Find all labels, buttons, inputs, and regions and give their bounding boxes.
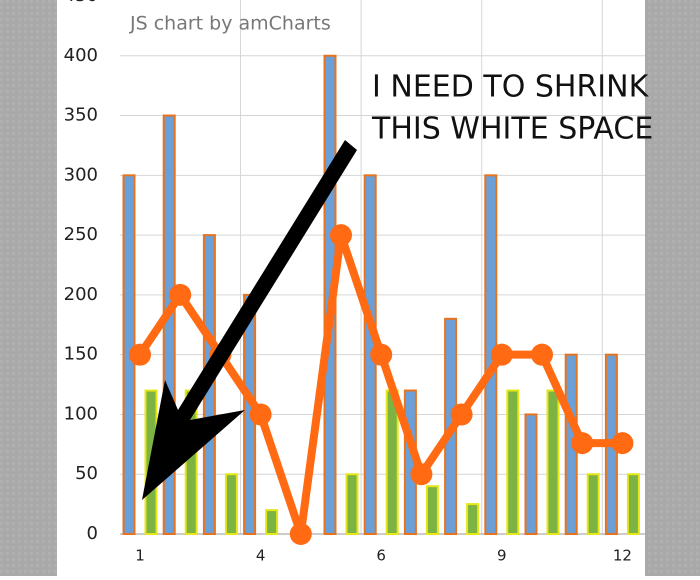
line-marker [450, 403, 473, 426]
annotation: I NEED TO SHRINK [372, 70, 650, 105]
line-marker [129, 343, 151, 366]
x-tick-label: 9 [497, 547, 507, 565]
y-tick-label: 200 [64, 284, 98, 305]
y-tick-label: 350 [64, 105, 98, 126]
bar [506, 389, 520, 535]
bar [626, 473, 640, 536]
credit: JS chart by amCharts [129, 13, 331, 35]
annotation: THIS WHITE SPACE [371, 112, 653, 147]
x-tick-label: 6 [376, 547, 386, 565]
bar [546, 389, 560, 535]
arrow [142, 140, 357, 500]
line-marker [289, 523, 312, 545]
bar [345, 473, 359, 536]
line-marker [249, 403, 272, 426]
x-tick-label: 1 [135, 547, 145, 565]
bar [224, 473, 238, 536]
x-tick-label: 4 [256, 547, 266, 565]
line-marker [490, 343, 513, 366]
line-marker [330, 224, 352, 247]
line-marker [531, 343, 553, 366]
bar [586, 473, 600, 536]
line-marker [169, 283, 192, 306]
y-tick-label: 300 [64, 164, 98, 185]
bar [265, 509, 279, 536]
y-tick-label: 0 [87, 523, 98, 544]
bar [524, 413, 538, 536]
y-tick-label: 150 [64, 344, 98, 365]
y-tick-label: 450 [64, 0, 98, 6]
y-tick-label: 400 [64, 45, 98, 66]
line-marker [611, 432, 634, 455]
x-tick-label: 12 [613, 547, 632, 565]
y-tick-label: 250 [64, 224, 98, 245]
line-marker [410, 463, 433, 486]
bar [385, 389, 399, 535]
bar [425, 485, 439, 535]
line-marker [571, 432, 594, 455]
bar [466, 503, 480, 536]
y-tick-label: 100 [64, 403, 98, 424]
y-tick-label: 50 [75, 463, 98, 484]
line-marker [370, 343, 393, 366]
